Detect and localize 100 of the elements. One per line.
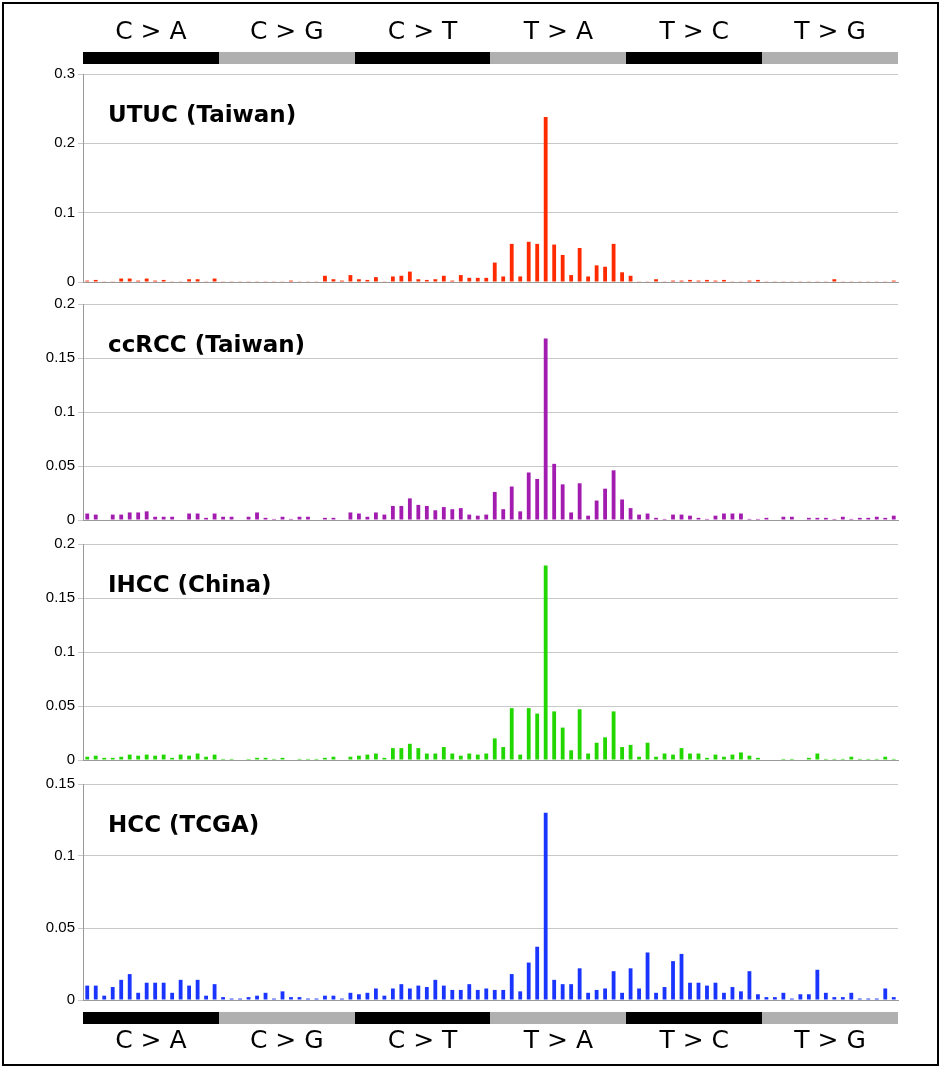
bar — [620, 747, 624, 760]
bar — [509, 243, 514, 282]
bar — [586, 992, 591, 1000]
bar — [484, 514, 489, 520]
bar — [161, 516, 166, 520]
bar — [450, 753, 455, 760]
bar — [535, 243, 540, 282]
bar — [382, 995, 387, 1000]
bar — [331, 279, 336, 282]
bar — [407, 988, 412, 1000]
bar — [611, 243, 616, 282]
bar — [161, 982, 166, 1000]
bar — [357, 279, 361, 282]
text: C > A — [114, 1025, 188, 1054]
bar — [467, 277, 472, 282]
bar — [119, 756, 124, 760]
bar — [255, 512, 259, 520]
bar — [102, 995, 107, 1000]
bar — [705, 985, 709, 1000]
bar — [671, 961, 675, 1000]
bar — [441, 507, 446, 520]
bar — [475, 515, 480, 520]
bar — [416, 504, 421, 520]
bar — [739, 991, 743, 1000]
bar — [136, 992, 141, 1000]
bar — [577, 483, 582, 520]
bar — [390, 988, 395, 1000]
bar — [127, 754, 132, 760]
bar — [306, 516, 310, 520]
bar — [144, 754, 149, 760]
bar — [161, 754, 166, 760]
text: C > G — [248, 16, 325, 45]
bar — [348, 756, 353, 760]
bar — [187, 755, 192, 760]
bar — [509, 708, 514, 760]
bar — [688, 753, 692, 760]
bar — [832, 997, 837, 1000]
bar — [475, 989, 480, 1000]
y-tick-label: 0 — [66, 510, 75, 528]
bar — [382, 514, 387, 520]
bar — [433, 279, 438, 282]
bar — [891, 515, 896, 520]
text: HCC (TCGA) — [108, 810, 260, 837]
y-tick-label: 0.15 — [45, 774, 75, 792]
y-tick-label: 0.3 — [54, 64, 75, 82]
bar — [569, 984, 574, 1000]
bar — [280, 516, 285, 520]
bar — [543, 338, 548, 520]
bar — [501, 276, 506, 282]
text: UTUC (Taiwan) — [108, 100, 297, 127]
bar — [373, 512, 378, 520]
bar — [654, 279, 658, 282]
bar — [594, 500, 599, 520]
bar — [407, 743, 412, 760]
bar — [187, 985, 192, 1000]
bar — [450, 989, 455, 1000]
bar — [603, 266, 608, 282]
bar — [289, 997, 293, 1000]
bar — [535, 478, 540, 520]
bar — [739, 513, 743, 520]
bar — [569, 275, 574, 282]
bar — [467, 753, 472, 760]
bar — [246, 997, 251, 1000]
bar — [450, 509, 455, 520]
bar — [603, 488, 608, 520]
bar — [501, 989, 506, 1000]
text: T > C — [658, 16, 730, 45]
y-tick-label: 0.05 — [45, 696, 75, 714]
bar — [586, 515, 591, 520]
bar — [475, 754, 480, 760]
bar — [323, 275, 327, 282]
text: ccRCC (Taiwan) — [108, 330, 306, 357]
bar — [756, 994, 760, 1000]
bar — [467, 984, 472, 1000]
bar — [840, 997, 845, 1000]
bar — [178, 754, 183, 760]
bar — [153, 516, 158, 520]
bar — [637, 756, 641, 760]
bar — [722, 513, 726, 520]
bar — [526, 241, 531, 282]
bar — [424, 753, 429, 760]
bar — [764, 997, 769, 1000]
bar — [883, 756, 888, 760]
bar — [671, 754, 675, 760]
text: IHCC (China) — [108, 570, 272, 597]
bar — [170, 992, 175, 1000]
bar — [475, 277, 480, 282]
bar — [246, 516, 251, 520]
bar — [390, 748, 395, 760]
bar — [518, 511, 523, 520]
bar — [390, 276, 395, 282]
bar — [365, 754, 370, 760]
bar — [433, 753, 438, 760]
bar — [586, 276, 591, 282]
bar — [552, 244, 557, 282]
bar — [840, 516, 845, 520]
bar — [433, 510, 438, 520]
bar — [611, 971, 616, 1000]
y-tick-label: 0.1 — [54, 846, 75, 864]
bar — [93, 985, 98, 1000]
